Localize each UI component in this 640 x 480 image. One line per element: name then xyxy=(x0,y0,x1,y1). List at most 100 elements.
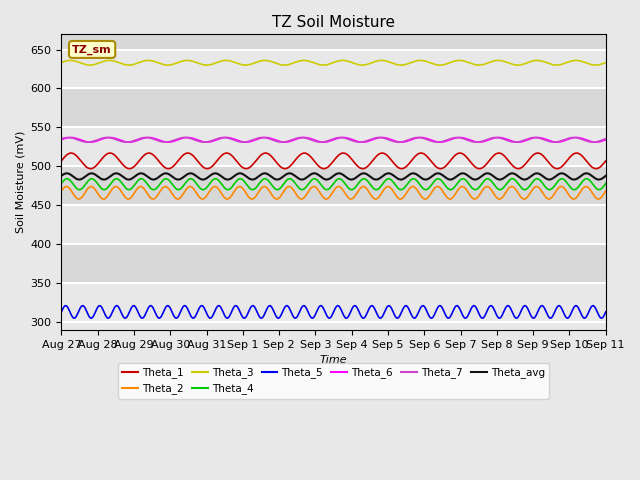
Theta_2 xyxy=(570,196,577,202)
Theta_6 xyxy=(362,139,369,145)
Theta_4 xyxy=(212,176,220,181)
Theta_5 xyxy=(570,306,577,312)
Theta_1 xyxy=(570,151,577,157)
Line: Theta_7: Theta_7 xyxy=(61,137,605,142)
Theta_2 xyxy=(554,186,562,192)
Theta_avg xyxy=(602,173,609,179)
Theta_4 xyxy=(569,187,577,192)
Theta_5 xyxy=(492,311,500,316)
X-axis label: Time: Time xyxy=(320,355,348,365)
Bar xyxy=(61,88,605,127)
Theta_4 xyxy=(602,180,609,186)
Theta_6 xyxy=(349,137,357,143)
Theta_6 xyxy=(570,135,577,141)
Theta_avg xyxy=(58,173,65,179)
Bar xyxy=(61,205,605,244)
Theta_3 xyxy=(554,62,562,68)
Theta_7 xyxy=(554,139,562,144)
Theta_avg xyxy=(349,176,357,182)
Theta_7 xyxy=(362,138,369,144)
Theta_2 xyxy=(273,196,280,202)
Theta_avg xyxy=(209,171,217,177)
Theta_5 xyxy=(538,303,546,309)
Line: Theta_avg: Theta_avg xyxy=(61,173,605,180)
Theta_2 xyxy=(362,185,369,191)
Theta_1 xyxy=(602,158,609,164)
Line: Theta_3: Theta_3 xyxy=(61,60,605,65)
Theta_5 xyxy=(58,309,65,315)
Theta_3 xyxy=(349,60,357,66)
Bar xyxy=(61,166,605,205)
Theta_6 xyxy=(554,139,562,145)
Theta_4 xyxy=(492,184,500,190)
Theta_7 xyxy=(570,134,577,140)
Legend: Theta_1, Theta_2, Theta_3, Theta_4, Theta_5, Theta_6, Theta_7, Theta_avg: Theta_1, Theta_2, Theta_3, Theta_4, Thet… xyxy=(118,363,549,398)
Bar xyxy=(61,322,605,330)
Theta_5 xyxy=(602,309,609,315)
Theta_2 xyxy=(350,195,358,201)
Theta_4 xyxy=(58,180,65,186)
Theta_6 xyxy=(58,137,65,143)
Theta_3 xyxy=(209,61,217,67)
Theta_5 xyxy=(349,304,357,310)
Theta_2 xyxy=(58,188,65,194)
Line: Theta_6: Theta_6 xyxy=(61,137,605,142)
Theta_4 xyxy=(362,176,369,182)
Theta_2 xyxy=(492,194,500,200)
Line: Theta_2: Theta_2 xyxy=(61,187,605,199)
Theta_4 xyxy=(209,177,217,182)
Y-axis label: Soil Moisture (mV): Soil Moisture (mV) xyxy=(15,131,25,233)
Theta_6 xyxy=(184,134,191,140)
Theta_4 xyxy=(554,179,562,184)
Theta_5 xyxy=(209,312,217,317)
Bar xyxy=(61,34,605,49)
Bar xyxy=(61,283,605,322)
Theta_1 xyxy=(554,166,562,171)
Line: Theta_4: Theta_4 xyxy=(61,179,605,190)
Theta_7 xyxy=(602,136,609,142)
Theta_5 xyxy=(122,315,129,321)
Text: TZ_sm: TZ_sm xyxy=(72,44,112,55)
Theta_2 xyxy=(87,184,95,190)
Title: TZ Soil Moisture: TZ Soil Moisture xyxy=(272,15,395,30)
Theta_1 xyxy=(492,151,500,157)
Theta_1 xyxy=(349,158,357,164)
Theta_1 xyxy=(362,165,369,171)
Theta_7 xyxy=(375,134,383,140)
Theta_6 xyxy=(492,135,500,141)
Theta_avg xyxy=(348,177,355,182)
Theta_4 xyxy=(570,187,578,192)
Theta_6 xyxy=(209,138,217,144)
Theta_3 xyxy=(602,60,609,65)
Theta_3 xyxy=(58,60,65,65)
Theta_3 xyxy=(591,62,599,68)
Bar xyxy=(61,244,605,283)
Theta_3 xyxy=(361,62,369,68)
Theta_avg xyxy=(492,175,500,181)
Theta_avg xyxy=(570,177,577,182)
Theta_3 xyxy=(417,58,424,63)
Theta_5 xyxy=(362,314,369,320)
Line: Theta_5: Theta_5 xyxy=(61,306,605,318)
Theta_6 xyxy=(553,139,561,145)
Theta_7 xyxy=(209,137,217,143)
Theta_avg xyxy=(362,171,369,177)
Theta_1 xyxy=(145,150,153,156)
Bar xyxy=(61,49,605,88)
Theta_5 xyxy=(554,303,562,309)
Theta_2 xyxy=(602,188,609,194)
Theta_avg xyxy=(554,172,562,178)
Theta_avg xyxy=(533,170,541,176)
Theta_3 xyxy=(569,58,577,63)
Theta_7 xyxy=(58,136,65,142)
Theta_1 xyxy=(209,162,217,168)
Bar xyxy=(61,127,605,166)
Theta_3 xyxy=(492,58,500,63)
Theta_1 xyxy=(58,158,65,164)
Theta_6 xyxy=(602,137,609,143)
Theta_2 xyxy=(209,184,217,190)
Theta_1 xyxy=(515,166,522,171)
Theta_7 xyxy=(349,138,357,144)
Theta_7 xyxy=(492,134,500,140)
Line: Theta_1: Theta_1 xyxy=(61,153,605,168)
